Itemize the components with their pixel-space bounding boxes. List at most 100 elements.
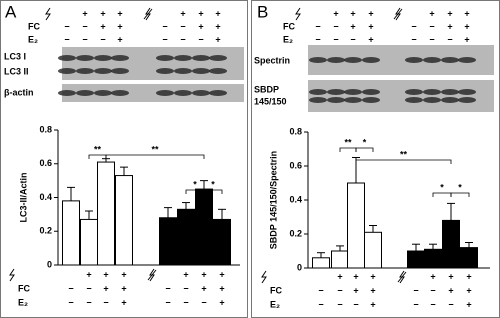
condition-sign: − xyxy=(413,299,418,309)
condition-sign: − xyxy=(447,34,452,44)
bar xyxy=(312,257,330,269)
condition-sign: + xyxy=(350,8,355,18)
condition-sign: + xyxy=(201,283,206,293)
bar xyxy=(407,250,425,269)
condition-sign: + xyxy=(219,283,224,293)
blot-band xyxy=(174,55,192,61)
condition-sign: + xyxy=(100,21,105,31)
y-tick-label: 0.4 xyxy=(39,192,52,202)
sig-mark: ** xyxy=(94,144,102,154)
sig-bracket xyxy=(105,154,205,159)
condition-sign: − xyxy=(411,34,416,44)
condition-sign: + xyxy=(337,271,342,281)
condition-sign: + xyxy=(103,283,108,293)
condition-sign: + xyxy=(464,34,469,44)
condition-sign: + xyxy=(448,271,453,281)
blot-band xyxy=(327,89,345,95)
blot-band xyxy=(309,89,327,95)
blot-label: LC3 I xyxy=(4,51,26,61)
condition-sign: + xyxy=(121,269,126,279)
sig-mark: * xyxy=(211,179,215,189)
bar xyxy=(442,219,460,269)
sig-mark: * xyxy=(440,182,444,192)
y-axis-title: LC3-II/Actin xyxy=(18,172,28,222)
y-tick-label: 0.8 xyxy=(289,126,302,136)
sig-bracket xyxy=(432,192,452,197)
blot-label: β-actin xyxy=(4,87,34,97)
y-axis-title: SBDP 145/150/Spectrin xyxy=(268,151,278,249)
condition-sign: − xyxy=(86,283,91,293)
bar xyxy=(195,188,213,266)
condition-sign: − xyxy=(315,21,320,31)
condition-sign: − xyxy=(64,21,69,31)
sig-bracket xyxy=(203,189,223,194)
icon-slash xyxy=(393,8,403,20)
condition-sign: − xyxy=(68,283,73,293)
bar xyxy=(213,218,231,266)
condition-sign: + xyxy=(215,8,220,18)
sig-bracket xyxy=(355,159,452,164)
condition-sign: − xyxy=(337,299,342,309)
blot-band xyxy=(192,55,210,61)
icon-slash xyxy=(147,269,157,281)
bar xyxy=(97,161,115,266)
bar xyxy=(62,200,80,266)
blot-band xyxy=(423,89,441,95)
condition-sign: + xyxy=(350,21,355,31)
condition-label: E₂ xyxy=(28,34,38,44)
blot-band xyxy=(458,97,476,103)
bar xyxy=(331,250,349,269)
condition-sign: + xyxy=(464,21,469,31)
condition-sign: + xyxy=(447,8,452,18)
bar xyxy=(159,217,177,266)
blot-band xyxy=(209,68,227,74)
blot-band xyxy=(344,97,362,103)
bar xyxy=(115,175,133,266)
sig-mark: ** xyxy=(151,144,159,154)
blot-band xyxy=(58,55,76,61)
icon-slash xyxy=(143,8,153,20)
condition-sign: − xyxy=(86,297,91,307)
blot-band xyxy=(309,57,327,63)
y-tick-label: 0.8 xyxy=(39,124,52,134)
y-tick-label: 0.4 xyxy=(289,194,302,204)
blot-band xyxy=(76,68,94,74)
condition-sign: + xyxy=(448,285,453,295)
blot xyxy=(62,47,244,80)
condition-sign: − xyxy=(162,21,167,31)
sig-bracket xyxy=(339,147,357,152)
condition-sign: + xyxy=(466,285,471,295)
condition-sign: − xyxy=(201,297,206,307)
blot-band xyxy=(405,89,423,95)
sig-mark: ** xyxy=(400,149,408,159)
bar xyxy=(424,248,442,269)
blot-band xyxy=(441,57,459,63)
blot-band xyxy=(327,57,345,63)
condition-sign: + xyxy=(370,271,375,281)
blot-label: SBDP xyxy=(254,84,279,94)
injury-icon xyxy=(45,7,51,21)
injury-icon xyxy=(261,270,267,284)
blot-band xyxy=(405,97,423,103)
condition-sign: − xyxy=(82,21,87,31)
condition-sign: − xyxy=(337,285,342,295)
sig-bracket xyxy=(450,192,470,197)
bar xyxy=(460,247,478,269)
injury-icon xyxy=(295,7,301,21)
condition-sign: + xyxy=(82,8,87,18)
condition-sign: − xyxy=(183,297,188,307)
blot-band xyxy=(111,90,129,96)
blot-band xyxy=(423,57,441,63)
blot-band xyxy=(405,57,423,63)
blot-band xyxy=(111,68,129,74)
condition-sign: + xyxy=(333,8,338,18)
blot-label: 145/150 xyxy=(254,96,287,106)
condition-sign: − xyxy=(333,21,338,31)
condition-sign: − xyxy=(350,34,355,44)
condition-sign: − xyxy=(103,297,108,307)
condition-sign: + xyxy=(215,21,220,31)
blot-band xyxy=(423,97,441,103)
condition-sign: − xyxy=(429,21,434,31)
condition-sign: − xyxy=(183,283,188,293)
condition-sign: − xyxy=(333,34,338,44)
